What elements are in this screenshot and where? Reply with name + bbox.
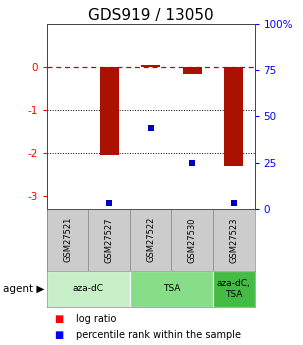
Text: GSM27527: GSM27527 — [105, 217, 114, 263]
Text: aza-dC: aza-dC — [73, 284, 104, 294]
Text: GSM27523: GSM27523 — [229, 217, 238, 263]
Title: GDS919 / 13050: GDS919 / 13050 — [88, 8, 214, 23]
Bar — [225, 67, 243, 166]
Text: agent ▶: agent ▶ — [3, 284, 45, 294]
Text: TSA: TSA — [163, 284, 180, 294]
Text: GSM27530: GSM27530 — [188, 217, 197, 263]
Bar — [130, 209, 171, 271]
Bar — [213, 271, 255, 307]
Text: GSM27521: GSM27521 — [63, 217, 72, 263]
Bar — [100, 67, 118, 155]
Text: ■: ■ — [55, 331, 64, 340]
Bar — [142, 65, 160, 67]
Text: aza-dC,
TSA: aza-dC, TSA — [217, 279, 251, 299]
Bar — [183, 67, 201, 73]
Bar — [130, 271, 213, 307]
Text: percentile rank within the sample: percentile rank within the sample — [76, 331, 241, 340]
Text: GSM27522: GSM27522 — [146, 217, 155, 263]
Text: log ratio: log ratio — [76, 314, 116, 324]
Bar — [88, 209, 130, 271]
Bar — [213, 209, 255, 271]
Bar — [47, 271, 130, 307]
Bar — [47, 209, 88, 271]
Text: ■: ■ — [55, 314, 64, 324]
Bar — [171, 209, 213, 271]
